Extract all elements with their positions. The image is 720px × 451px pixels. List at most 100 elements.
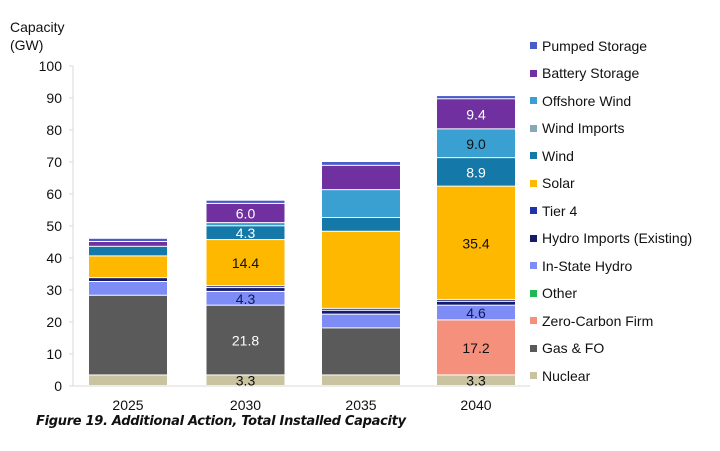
legend-label: Tier 4 — [542, 202, 578, 219]
legend-item: Other — [530, 280, 692, 308]
legend-item: Battery Storage — [530, 60, 692, 88]
y-tick-label: 70 — [46, 154, 62, 170]
bar-segment-hydro-imports-existing--2030 — [206, 288, 285, 291]
x-tick-label: 2040 — [460, 397, 491, 413]
bar-segment-nuclear-2025 — [89, 375, 167, 385]
legend-label: Other — [542, 285, 578, 302]
x-tick-label: 2030 — [230, 397, 261, 413]
bar-segment-pumped-storage-2025 — [89, 238, 167, 241]
bar-segment-gas-fo-2025 — [89, 295, 167, 375]
bar-segment-in-state-hydro-2030 — [206, 291, 285, 305]
y-tick-label: 30 — [46, 282, 62, 298]
y-tick-label: 90 — [46, 90, 62, 106]
legend-item: Hydro Imports (Existing) — [530, 225, 692, 253]
y-tick-label: 10 — [46, 346, 62, 362]
bar-segment-wind-2025 — [89, 246, 167, 256]
y-tick-label: 50 — [46, 218, 62, 234]
bar-segment-battery-storage-2030 — [206, 203, 285, 223]
bar-segment-tier-4-2035 — [322, 308, 400, 310]
data-label: 4.6 — [466, 305, 486, 321]
x-tick-label: 2035 — [345, 397, 376, 413]
legend-swatch — [530, 317, 537, 325]
bar-segment-solar-2040 — [437, 186, 515, 299]
legend-label: In-State Hydro — [542, 257, 633, 274]
bar-segment-battery-storage-2025 — [89, 242, 167, 246]
bar-segment-tier-4-2040 — [437, 299, 515, 301]
bar-segment-solar-2025 — [89, 256, 167, 278]
bar-segment-in-state-hydro-2035 — [322, 314, 400, 328]
bar-segment-in-state-hydro-2040 — [437, 305, 515, 320]
data-label: 14.4 — [232, 255, 259, 271]
bar-segment-offshore-wind-2035 — [322, 190, 400, 217]
bar-segment-nuclear-2040 — [437, 375, 515, 385]
data-label: 3.3 — [466, 373, 486, 389]
legend-swatch — [530, 207, 537, 215]
legend-label: Solar — [542, 175, 575, 192]
legend-item: In-State Hydro — [530, 252, 692, 280]
bar-segment-tier-4-2030 — [206, 286, 285, 288]
y-tick-label: 20 — [46, 314, 62, 330]
x-tick-label: 2025 — [112, 397, 143, 413]
data-label: 4.3 — [236, 291, 256, 307]
y-tick-label: 0 — [54, 378, 62, 394]
legend-label: Pumped Storage — [542, 37, 648, 54]
bar-segment-solar-2030 — [206, 240, 285, 286]
bar-segment-gas-fo-2030 — [206, 305, 285, 375]
data-label: 35.4 — [462, 235, 489, 251]
bar-segment-wind-2030 — [206, 226, 285, 240]
legend-swatch — [530, 179, 537, 187]
bar-segment-offshore-wind-2030 — [206, 223, 285, 226]
legend-item: Wind — [530, 142, 692, 170]
legend-swatch — [530, 234, 537, 242]
data-label: 8.9 — [466, 164, 486, 180]
legend-item: Gas & FO — [530, 335, 692, 363]
bar-segment-hydro-imports-existing--2040 — [437, 301, 515, 305]
data-label: 17.2 — [462, 340, 489, 356]
legend-item: Tier 4 — [530, 197, 692, 225]
legend-label: Nuclear — [542, 367, 591, 384]
legend-label: Hydro Imports (Existing) — [542, 230, 693, 247]
legend-swatch — [530, 97, 537, 105]
legend-label: Wind Imports — [542, 120, 625, 137]
y-axis-title-line-1: Capacity — [10, 19, 65, 35]
bar-segment-pumped-storage-2030 — [206, 200, 285, 203]
legend-label: Offshore Wind — [542, 92, 632, 109]
legend-swatch — [530, 344, 537, 352]
y-tick-label: 60 — [46, 186, 62, 202]
bar-segment-zero-carbon-firm-2040 — [437, 320, 515, 375]
legend-swatch — [530, 372, 537, 380]
data-label: 4.3 — [236, 225, 256, 241]
legend-swatch — [530, 69, 537, 77]
data-label: 3.3 — [236, 373, 256, 389]
legend-swatch — [530, 152, 537, 160]
bar-segment-wind-2040 — [437, 158, 515, 186]
legend-swatch — [530, 289, 537, 297]
data-label: 21.8 — [232, 333, 259, 349]
legend-label: Battery Storage — [542, 65, 640, 82]
bar-segment-gas-fo-2035 — [322, 328, 400, 375]
legend-item: Nuclear — [530, 362, 692, 390]
legend-item: Solar — [530, 170, 692, 198]
bar-segment-nuclear-2035 — [322, 375, 400, 385]
bar-segment-battery-storage-2035 — [322, 165, 400, 190]
bar-segment-nuclear-2030 — [206, 375, 285, 385]
bar-segment-hydro-imports-existing--2035 — [322, 310, 400, 314]
bar-segment-battery-storage-2040 — [437, 99, 515, 129]
y-tick-label: 80 — [46, 122, 62, 138]
bar-segment-pumped-storage-2040 — [437, 96, 515, 99]
bar-segment-offshore-wind-2040 — [437, 129, 515, 158]
y-tick-label: 100 — [39, 58, 63, 74]
legend-swatch — [530, 42, 537, 50]
bar-segment-pumped-storage-2035 — [322, 162, 400, 165]
legend-item: Zero-Carbon Firm — [530, 307, 692, 335]
legend-swatch — [530, 262, 537, 270]
bar-segment-in-state-hydro-2025 — [89, 282, 167, 295]
legend-item: Pumped Storage — [530, 32, 692, 60]
data-label: 9.4 — [466, 106, 486, 122]
legend-item: Wind Imports — [530, 115, 692, 143]
bar-segment-solar-2035 — [322, 231, 400, 308]
data-label: 6.0 — [236, 206, 256, 222]
figure-caption: Figure 19. Additional Action, Total Inst… — [36, 414, 406, 429]
legend: Pumped Storage Battery Storage Offshore Wi… — [530, 32, 692, 390]
